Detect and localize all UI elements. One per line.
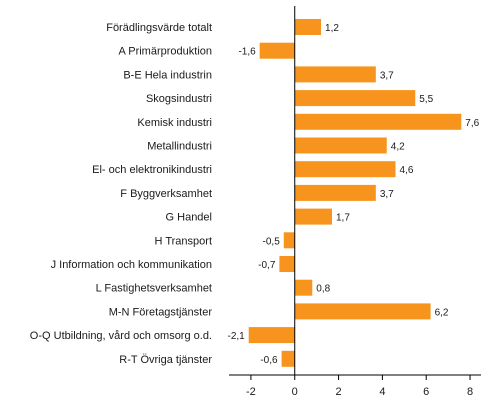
bar (294, 66, 376, 83)
bar (294, 19, 322, 35)
category-label: Skogsindustri (146, 93, 212, 105)
x-tick-label: 2 (336, 386, 342, 398)
x-tick-label: -2 (246, 386, 256, 398)
value-label: 4,6 (400, 165, 414, 176)
value-label: 5,5 (419, 94, 433, 105)
bar (294, 137, 387, 154)
category-label: R-T Övriga tjänster (119, 354, 212, 366)
category-labels: Förädlingsvärde totalt A Primärproduktion… (30, 22, 213, 366)
value-labels: 1,2 -1,6 3,7 5,5 7,6 4,2 4,6 3,7 1,7 -0,5 -0,7 0,8 6… (227, 23, 479, 366)
bar (294, 90, 416, 107)
category-label: Förädlingsvärde totalt (106, 22, 212, 34)
bars (248, 19, 462, 367)
x-tick-label: 6 (423, 386, 429, 398)
bar (294, 279, 313, 296)
value-label: 1,7 (336, 213, 350, 224)
value-label: 3,7 (380, 70, 394, 81)
x-tick-label: 4 (379, 386, 385, 398)
value-label: -0,5 (263, 236, 281, 247)
value-label: 7,6 (465, 118, 479, 129)
category-label: H Transport (155, 235, 212, 247)
category-label: M-N Företagstjänster (109, 306, 213, 318)
value-label: 6,2 (435, 307, 449, 318)
category-label: F Byggverksamhet (120, 188, 212, 200)
x-axis: -2 0 2 4 6 8 (229, 6, 481, 398)
category-label: G Handel (166, 212, 212, 224)
x-tick-label: 0 (292, 386, 298, 398)
value-label: -1,6 (238, 47, 256, 58)
value-label: 1,2 (325, 23, 339, 34)
value-label: 0,8 (316, 284, 330, 295)
value-label: 4,2 (391, 142, 405, 153)
value-label: 3,7 (380, 189, 394, 200)
bar (294, 113, 462, 130)
value-label: -0,7 (258, 260, 276, 271)
bar (294, 161, 396, 178)
category-label: L Fastighetsverksamhet (96, 283, 212, 295)
bar (294, 184, 376, 201)
category-label: El- och elektronikindustri (92, 164, 212, 176)
category-label: A Primärproduktion (118, 46, 212, 58)
category-label: Metallindustri (147, 141, 212, 153)
category-label: J Information och kommunikation (51, 259, 212, 271)
value-label: -0,6 (260, 355, 278, 366)
x-tick-label: 8 (467, 386, 473, 398)
category-label: O-Q Utbildning, vård och omsorg o.d. (30, 330, 212, 342)
bar (294, 208, 332, 225)
bar (279, 256, 295, 272)
value-label: -2,1 (227, 331, 245, 342)
bar (294, 303, 431, 320)
bar (248, 327, 295, 344)
category-label: Kemisk industri (137, 117, 212, 129)
bar (283, 232, 295, 249)
bar (259, 42, 295, 59)
bar (281, 350, 295, 367)
category-label: B-E Hela industrin (123, 69, 212, 81)
